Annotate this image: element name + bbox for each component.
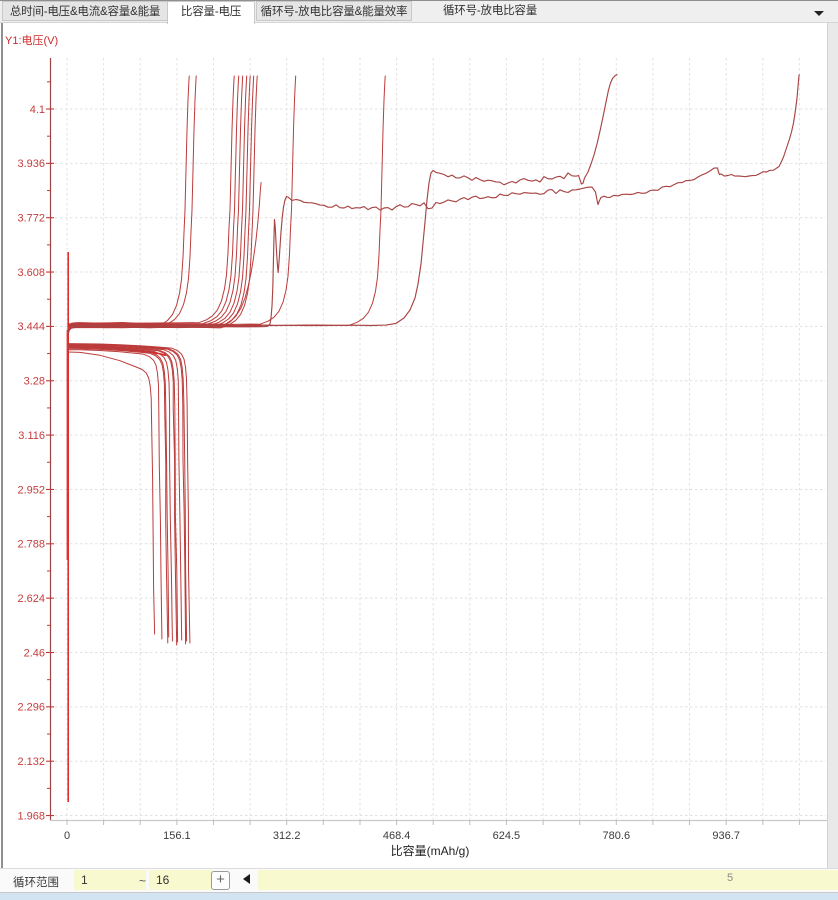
svg-text:936.7: 936.7 [712,830,740,842]
svg-text:1.968: 1.968 [17,810,45,822]
svg-text:2.952: 2.952 [17,484,45,496]
svg-text:3.116: 3.116 [18,430,45,442]
svg-text:2.624: 2.624 [17,593,45,605]
svg-text:3.28: 3.28 [24,376,45,388]
svg-text:780.6: 780.6 [603,830,631,842]
svg-text:3.936: 3.936 [17,158,45,170]
svg-text:312.2: 312.2 [273,830,301,842]
svg-text:624.5: 624.5 [493,830,521,842]
svg-text:2.46: 2.46 [24,647,45,659]
svg-text:0: 0 [64,830,70,842]
svg-text:4.1: 4.1 [30,104,45,116]
svg-text:2.788: 2.788 [17,539,45,551]
svg-text:156.1: 156.1 [163,830,191,842]
svg-text:2.132: 2.132 [17,756,45,768]
svg-text:比容量(mAh/g): 比容量(mAh/g) [391,843,470,858]
svg-text:3.608: 3.608 [17,267,45,279]
svg-text:3.444: 3.444 [17,321,45,333]
svg-text:3.772: 3.772 [17,213,45,225]
svg-text:468.4: 468.4 [383,830,411,842]
svg-text:2.296: 2.296 [17,702,45,714]
